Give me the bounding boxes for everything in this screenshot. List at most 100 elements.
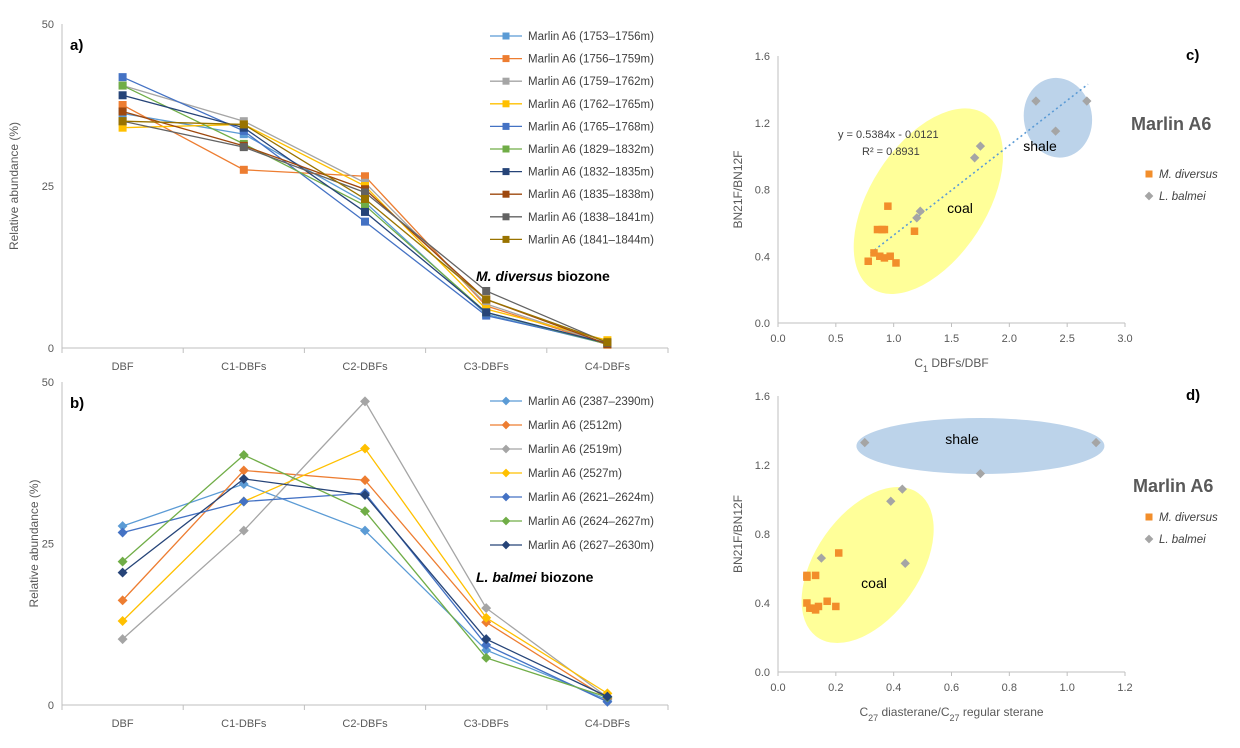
data-point xyxy=(912,213,922,223)
x-axis-label-part: regular sterane xyxy=(960,705,1044,719)
legend-marker xyxy=(502,55,510,63)
data-point xyxy=(360,490,370,501)
legend-entry: M. diversus xyxy=(1159,169,1218,181)
x-axis-label-part: DBFs/DBF xyxy=(928,356,989,370)
data-point xyxy=(816,553,827,563)
x-tick-label: 0.5 xyxy=(828,333,843,345)
legend-entry: Marlin A6 (2519m) xyxy=(528,444,622,456)
data-point xyxy=(238,450,249,460)
x-tick-label: DBF xyxy=(112,361,134,373)
legend-marker xyxy=(1144,534,1154,544)
legend-marker xyxy=(501,516,511,526)
legend-marker xyxy=(501,468,511,478)
y-tick-label: 0 xyxy=(48,700,54,712)
legend-marker xyxy=(502,100,510,108)
legend-entry: Marlin A6 (2512m) xyxy=(528,420,622,432)
data-point xyxy=(876,252,884,260)
legend-marker xyxy=(502,168,510,176)
scatter-chart-2: coal shale 0.0 0.4 0.8 1.2 1.6 0.0 0.5 1.0 1.5 2.0 2… xyxy=(731,47,1218,374)
legend-marker xyxy=(502,32,510,40)
data-point xyxy=(864,257,872,266)
legend-marker xyxy=(501,492,511,502)
y-tick-label: 0.0 xyxy=(755,318,770,330)
data-point xyxy=(238,525,249,536)
legend-entry: Marlin A6 (1838–1841m) xyxy=(528,212,654,224)
data-point xyxy=(880,254,889,262)
legend-marker xyxy=(502,122,510,130)
data-point xyxy=(117,556,128,567)
data-point xyxy=(884,202,892,210)
legend-entry: M. diversus xyxy=(1159,512,1218,524)
line-chart-1: 0 25 50 DBF C1-DBFs C2-DBFs C3-DBFs C4-DBFs Rela… xyxy=(27,377,669,730)
data-point xyxy=(823,597,831,606)
legend-entry: Marlin A6 (1829–1832m) xyxy=(528,144,654,156)
legend-marker xyxy=(502,77,510,85)
y-tick-label: 1.2 xyxy=(755,460,770,472)
data-point xyxy=(482,299,491,308)
legend-entry: Marlin A6 (1759–1762m) xyxy=(528,76,654,88)
data-point xyxy=(238,473,249,484)
legend-marker xyxy=(502,190,510,198)
data-point xyxy=(481,652,492,663)
region-label: coal xyxy=(947,200,973,216)
data-point xyxy=(803,599,811,607)
legend-entry: Marlin A6 (2627–2630m) xyxy=(528,540,654,552)
data-point xyxy=(482,286,491,295)
trend-equation: y = 0.5384x - 0.0121 xyxy=(838,129,939,141)
data-point xyxy=(481,645,492,656)
data-point xyxy=(239,165,248,174)
x-tick-label: C3-DBFs xyxy=(464,361,510,373)
data-point xyxy=(118,107,127,116)
x-axis-label-part: C xyxy=(859,705,868,719)
panel-label: c) xyxy=(1186,47,1199,64)
data-point xyxy=(361,172,369,181)
x-tick-label: C2-DBFs xyxy=(342,718,388,730)
biozone-italic: M. diversus xyxy=(476,268,553,284)
data-point xyxy=(360,475,370,486)
chart-title: Marlin A6 xyxy=(1133,476,1213,496)
data-point xyxy=(118,81,127,90)
x-tick-label: 2.5 xyxy=(1060,333,1075,345)
x-tick-label: 3.0 xyxy=(1117,333,1132,345)
legend-entry: Marlin A6 (1756–1759m) xyxy=(528,54,654,66)
scatter-chart-3: coal shale 0.0 0.4 0.8 1.2 1.6 0.0 0.2 0.4 0.6 0.8 1… xyxy=(731,387,1218,723)
data-point xyxy=(481,603,492,614)
data-point xyxy=(482,308,491,317)
x-axis-label-part: 27 xyxy=(950,713,960,723)
x-tick-label: 0.8 xyxy=(1002,682,1017,694)
legend-entry: Marlin A6 (2527m) xyxy=(528,468,622,480)
data-point xyxy=(886,252,894,260)
legend-entry: Marlin A6 (2621–2624m) xyxy=(528,492,654,504)
legend-marker xyxy=(1145,170,1153,178)
y-axis-label: BN21F/BN12F xyxy=(731,150,745,228)
data-point xyxy=(239,143,248,152)
data-point xyxy=(915,206,925,216)
y-tick-label: 1.6 xyxy=(755,51,770,63)
y-tick-label: 0.4 xyxy=(755,598,770,610)
data-point xyxy=(360,396,370,407)
legend-entry: Marlin A6 (2624–2627m) xyxy=(528,516,654,528)
legend-entry: Marlin A6 (2387–2390m) xyxy=(528,396,654,408)
legend-entry: Marlin A6 (1841–1844m) xyxy=(528,234,654,246)
y-axis-label: BN21F/BN12F xyxy=(731,495,745,573)
region-shale xyxy=(856,418,1105,475)
biozone-rest: biozone xyxy=(553,268,610,284)
legend-entry: Marlin A6 (1765–1768m) xyxy=(528,121,654,133)
y-axis-label: Relative abundance (%) xyxy=(27,479,41,607)
y-axis-label: Relative abundance (%) xyxy=(7,122,21,250)
y-tick-label: 0.0 xyxy=(755,667,770,679)
data-point xyxy=(117,616,128,626)
data-point xyxy=(1031,96,1041,106)
data-point xyxy=(481,634,492,645)
region-coal xyxy=(853,108,1004,294)
x-tick-label: 2.0 xyxy=(1002,333,1017,345)
data-point xyxy=(481,612,492,623)
x-tick-label: C4-DBFs xyxy=(585,361,631,373)
data-point xyxy=(969,153,980,163)
y-tick-label: 25 xyxy=(42,181,54,193)
series-line xyxy=(122,123,608,341)
data-point xyxy=(117,567,128,578)
data-point xyxy=(118,73,127,82)
data-point xyxy=(361,207,369,216)
